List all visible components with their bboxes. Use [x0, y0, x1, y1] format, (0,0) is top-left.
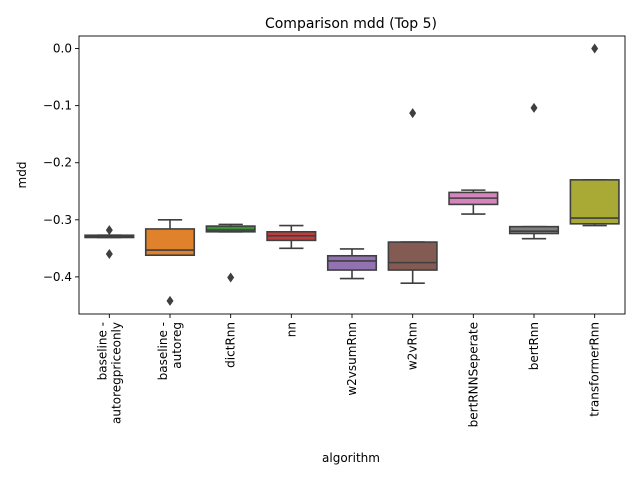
y-tick-label: −0.1 [43, 99, 72, 113]
box-item [266, 224, 317, 250]
y-tick-label: −0.2 [43, 156, 72, 170]
outlier-point [105, 225, 113, 236]
box-iqr [144, 228, 196, 257]
x-tick-label: w2vRnn [406, 322, 420, 370]
outlier-point [530, 102, 538, 113]
x-tick-label: dictRnn [224, 322, 238, 368]
box-iqr [387, 241, 438, 271]
box-iqr [205, 225, 256, 233]
box-item [569, 43, 620, 227]
box-group [84, 43, 620, 306]
box-item [84, 225, 135, 260]
outlier-point [409, 108, 417, 119]
box-item [508, 102, 560, 240]
box-iqr [508, 225, 560, 235]
box-iqr [569, 179, 620, 225]
x-axis-label: algorithm [322, 451, 380, 465]
y-tick-label: −0.4 [43, 270, 72, 284]
plot-frame [78, 35, 626, 315]
outlier-point [591, 43, 599, 54]
x-tick-label: w2vsumRnn [345, 322, 359, 396]
box-item [326, 248, 378, 280]
x-tick-label: bertRnn [527, 322, 541, 370]
outlier-point [227, 272, 235, 283]
box-item [387, 108, 438, 284]
y-axis-label: mdd [15, 162, 29, 189]
x-tick-label: bertRNNSeperate [466, 322, 480, 427]
x-tick-label: nn [284, 322, 298, 337]
outlier-point [166, 295, 174, 306]
box-item [144, 219, 196, 306]
outlier-point [105, 249, 113, 260]
box-item [205, 223, 256, 283]
x-tick-label: transformerRnn [588, 322, 602, 417]
chart-title: Comparison mdd (Top 5) [265, 16, 437, 32]
x-tick-label: baseline -autoreg [156, 322, 184, 380]
x-tick-label: baseline -autoregpriceonly [95, 322, 123, 424]
box-item [448, 189, 499, 215]
box-iqr [326, 254, 378, 271]
x-axis: baseline -autoregpriceonly baseline -auto… [95, 314, 602, 427]
y-tick-label: −0.3 [43, 213, 72, 227]
y-axis: 0.0 −0.1 −0.2 −0.3 −0.4 [43, 42, 79, 284]
y-tick-label: 0.0 [53, 42, 72, 56]
